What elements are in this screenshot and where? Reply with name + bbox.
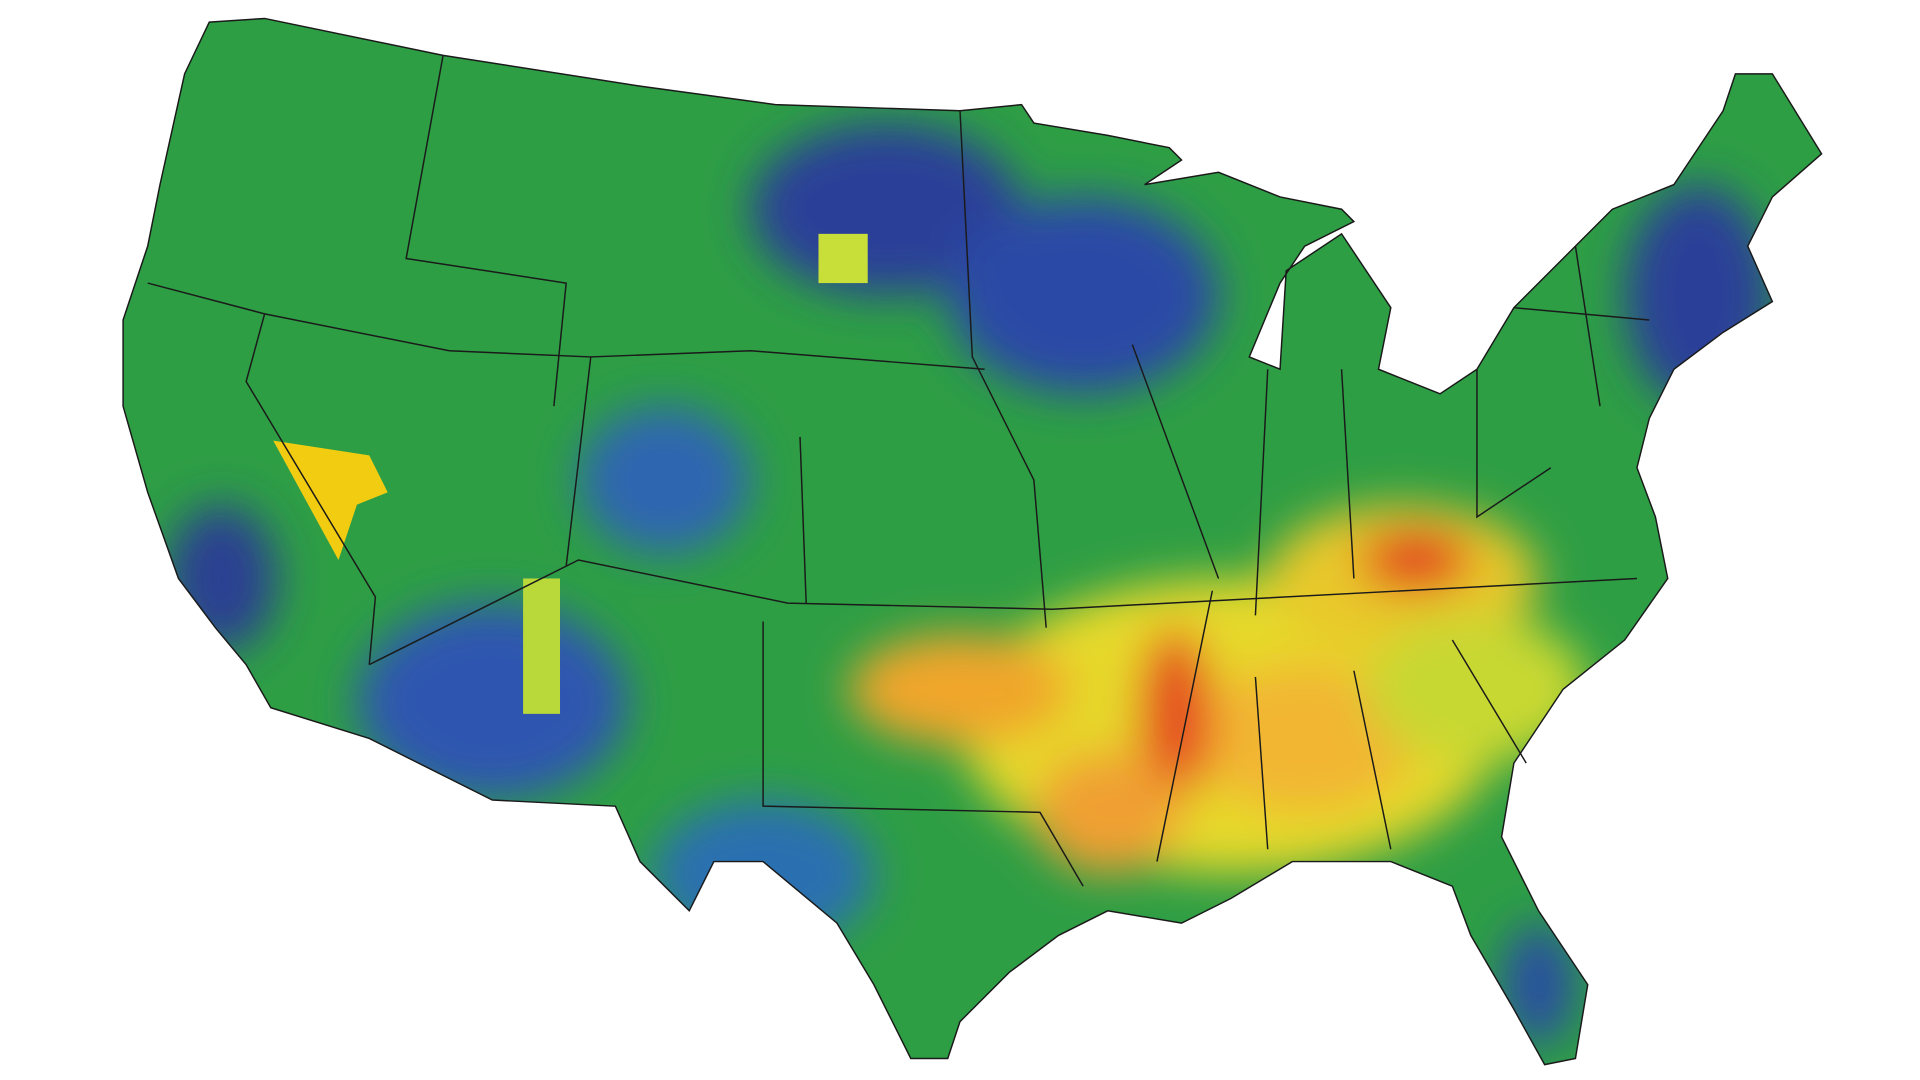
border [405,55,567,407]
region [166,504,277,653]
patch [523,578,561,714]
region [1501,923,1576,1047]
border [1156,590,1527,862]
border [959,110,1047,628]
region [1624,184,1773,407]
region [849,633,1071,745]
region [1366,615,1588,764]
border [1513,246,1650,407]
region [652,800,874,948]
border [1131,344,1552,616]
region [1360,529,1471,591]
border [368,559,1638,666]
region [356,603,628,801]
region [578,406,751,554]
state-borders [147,55,1650,887]
region [1033,750,1182,874]
country-outline [122,17,1823,1066]
nevada-patch [273,440,388,561]
region [1138,627,1213,801]
border [762,621,1084,887]
patch [818,233,868,284]
border [565,356,807,604]
border [147,282,377,665]
region [947,196,1219,394]
